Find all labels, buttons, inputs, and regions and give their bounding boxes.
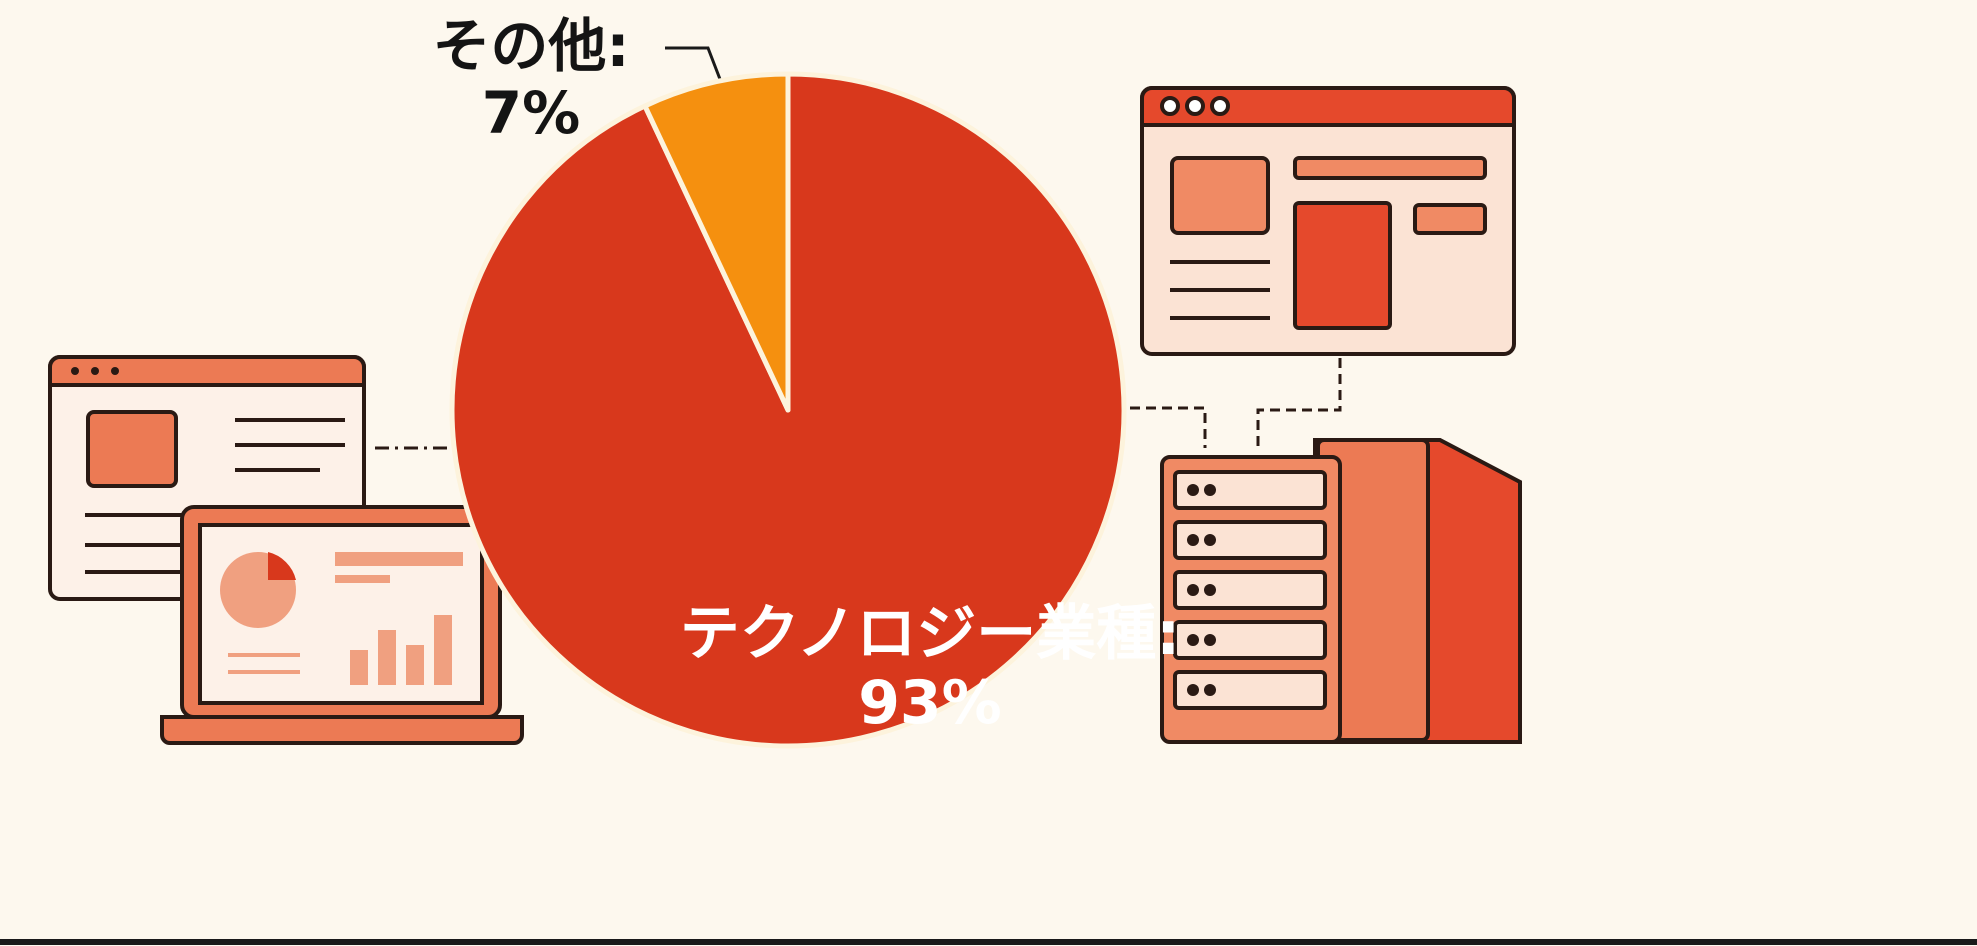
browser-icon-right <box>1140 86 1516 356</box>
slice-label: その他: 7% <box>432 12 630 147</box>
laptop-icon <box>160 505 524 745</box>
server-icon <box>1160 438 1522 744</box>
slice-label: テクノロジー業種: 93% <box>679 599 1181 738</box>
connector <box>1130 358 1342 450</box>
browser-icon-left <box>48 355 366 601</box>
pie-slice <box>642 71 791 413</box>
